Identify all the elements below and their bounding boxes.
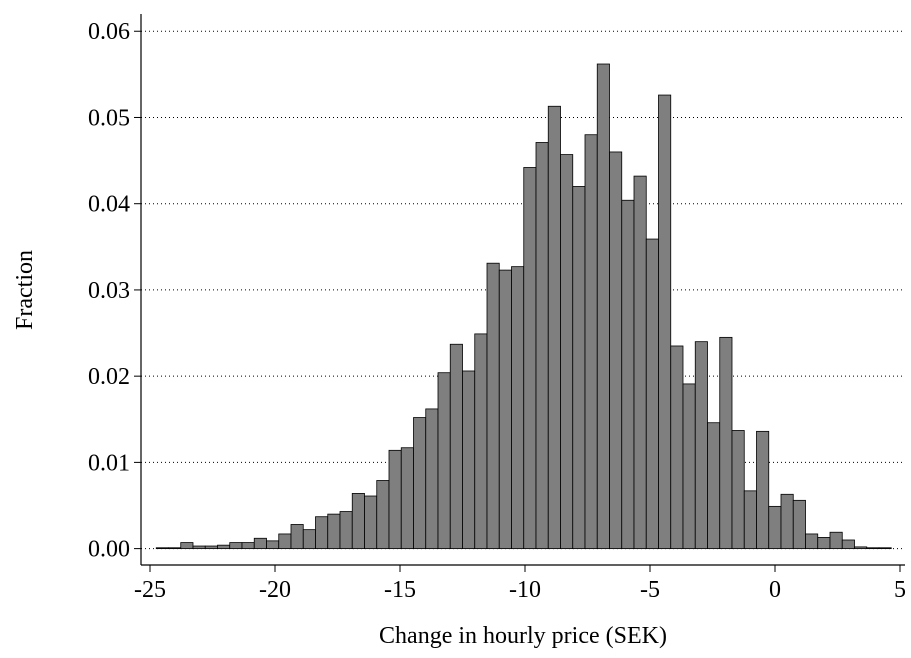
bar (792, 499, 806, 550)
bar (731, 430, 745, 550)
x-tick-label: 0 (769, 577, 781, 603)
bar (498, 269, 512, 550)
bar (400, 447, 414, 550)
x-tick-label: -25 (134, 577, 166, 603)
bar (388, 449, 402, 550)
bar (511, 266, 525, 550)
bar (315, 516, 329, 550)
bar (425, 408, 439, 550)
bar (266, 540, 280, 550)
bar (290, 524, 304, 550)
y-tick-label: 0.03 (88, 278, 130, 304)
bar (241, 542, 255, 550)
bar (253, 537, 267, 550)
bar (768, 505, 782, 550)
bar (204, 545, 218, 550)
bar (278, 533, 292, 550)
bar (376, 480, 390, 550)
x-tick-label: -20 (259, 577, 291, 603)
bar (878, 547, 892, 550)
bar (756, 430, 770, 550)
y-tick-label: 0.06 (88, 19, 130, 45)
y-tick-label: 0.04 (88, 192, 130, 218)
bar (462, 370, 476, 550)
bar (339, 511, 353, 550)
bar (829, 531, 843, 550)
bar (780, 493, 794, 550)
bar (670, 345, 684, 550)
bar (560, 154, 574, 550)
y-tick-label: 0.00 (88, 537, 130, 563)
bar (743, 490, 757, 550)
x-tick-label: 5 (894, 577, 906, 603)
bar (535, 142, 549, 550)
bar (596, 63, 610, 550)
bar (486, 262, 500, 550)
bar (364, 495, 378, 550)
bar (658, 94, 672, 550)
bar (168, 547, 182, 550)
bar (229, 542, 243, 550)
bar (449, 343, 463, 550)
bar (866, 547, 880, 550)
bar (155, 547, 169, 550)
bar (572, 186, 586, 550)
bar (719, 336, 733, 550)
bar (302, 529, 316, 550)
bar (694, 341, 708, 550)
bar (180, 542, 194, 550)
y-tick-label: 0.02 (88, 364, 130, 390)
y-tick-label: 0.01 (88, 450, 130, 476)
bar (584, 134, 598, 550)
bar (621, 199, 635, 550)
x-axis-label: Change in hourly price (SEK) (379, 623, 667, 649)
bar (327, 513, 341, 550)
bar (805, 533, 819, 550)
bar (413, 417, 427, 550)
bar (633, 175, 647, 550)
x-tick-label: -5 (640, 577, 660, 603)
bar (854, 546, 868, 550)
bar (437, 372, 451, 550)
bar (707, 422, 721, 550)
x-tick-label: -15 (384, 577, 416, 603)
bar (523, 167, 537, 550)
bar (682, 383, 696, 550)
x-tick-label: -10 (509, 577, 541, 603)
bar (817, 537, 831, 550)
bar (841, 539, 855, 550)
bar (217, 544, 231, 550)
bar (351, 493, 365, 550)
y-tick-label: 0.05 (88, 105, 130, 131)
bar (645, 238, 659, 550)
y-axis-label: Fraction (12, 250, 38, 330)
bar (547, 105, 561, 550)
bar (609, 151, 623, 550)
bar (474, 333, 488, 550)
bar (192, 545, 206, 550)
